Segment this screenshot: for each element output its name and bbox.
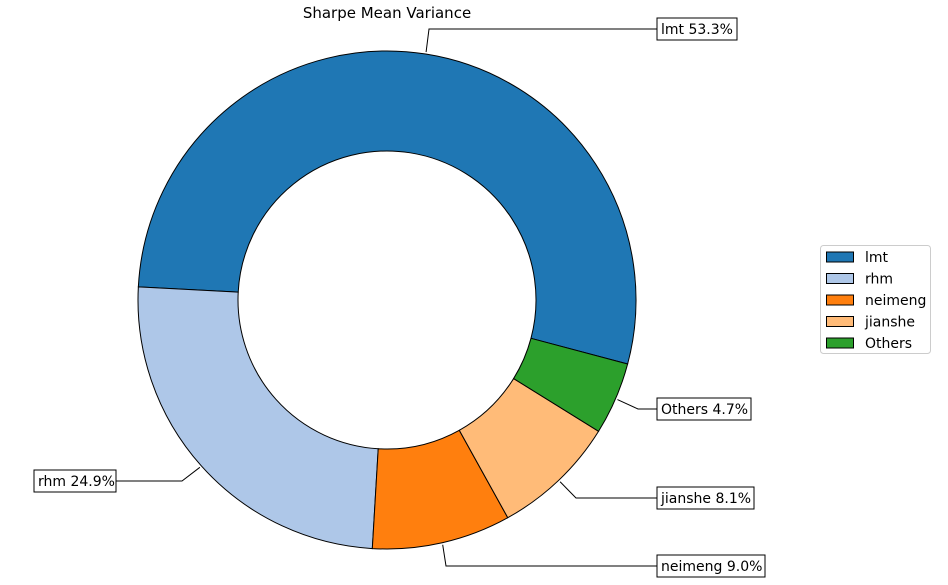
- legend-swatch-jianshe: [826, 316, 854, 327]
- wedge-lmt: [137, 50, 637, 365]
- annotation-box: [656, 486, 755, 510]
- legend: lmt rhm neimeng jianshe Others: [820, 245, 931, 354]
- annotation-box: [656, 554, 766, 578]
- slice-label: jianshe 8.1%: [660, 491, 751, 507]
- slice-label: Others 4.7%: [661, 402, 748, 418]
- annotation-line: [559, 481, 657, 499]
- annotation-box: [656, 397, 752, 421]
- wedge-others: [512, 337, 629, 432]
- slice-label: rhm 24.9%: [38, 474, 115, 490]
- slice-label: neimeng 9.0%: [661, 559, 762, 575]
- legend-swatch-rhm: [826, 273, 854, 284]
- chart-title: Sharpe Mean Variance: [303, 4, 471, 22]
- annotation-line: [617, 399, 657, 410]
- legend-label: Others: [865, 336, 912, 352]
- legend-label: neimeng: [865, 293, 926, 309]
- annotation-line: [116, 466, 201, 482]
- legend-swatch-neimeng: [826, 294, 854, 306]
- legend-label: lmt: [865, 250, 889, 266]
- legend-swatch-others: [826, 337, 854, 349]
- legend-swatch-lmt: [826, 251, 854, 263]
- annotation-box: [33, 469, 117, 493]
- annotation-box: [656, 17, 738, 41]
- annotation-line: [425, 28, 657, 53]
- legend-label: rhm: [865, 272, 893, 288]
- legend-label: jianshe: [864, 315, 915, 331]
- wedge-rhm: [137, 286, 379, 550]
- annotation-line: [442, 544, 657, 567]
- slice-label: lmt 53.3%: [661, 22, 733, 38]
